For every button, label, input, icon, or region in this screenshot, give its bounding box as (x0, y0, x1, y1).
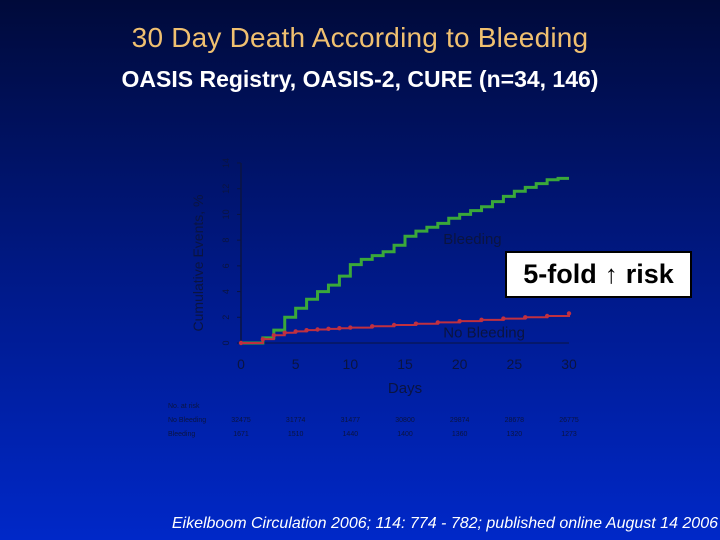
no-bleeding-point (315, 327, 320, 332)
at-risk-bleeding-value: 1273 (561, 431, 577, 438)
at-risk-no-bleeding-value: 31774 (286, 417, 306, 424)
no-bleeding-point (435, 320, 440, 325)
no-bleeding-point (544, 313, 550, 319)
at-risk-bleeding-value: 1400 (397, 431, 413, 438)
y-tick-label: 10 (221, 209, 231, 219)
at-risk-no-bleeding-value: 28678 (505, 417, 525, 424)
no-bleeding-point (391, 322, 397, 328)
callout-text-after: risk (625, 259, 674, 289)
at-risk-bleeding-value: 1510 (288, 431, 304, 438)
x-tick-label: 30 (561, 356, 577, 372)
no-bleeding-point (304, 327, 309, 333)
x-tick-label: 20 (452, 356, 468, 372)
y-tick-label: 4 (221, 289, 231, 294)
citation: Eikelboom Circulation 2006; 114: 774 - 7… (171, 515, 718, 532)
at-risk-table: No. at risk No Bleeding Bleeding 32475 1671 3… (168, 403, 579, 438)
at-risk-no-bleeding-value: 31477 (341, 417, 361, 424)
up-arrow-icon: ↑ (604, 259, 618, 289)
at-risk-bleeding-value: 1320 (507, 431, 523, 438)
no-bleeding-point (501, 316, 506, 321)
at-risk-bleeding-value: 1360 (452, 431, 468, 438)
at-risk-header-label: No. at risk (168, 403, 200, 410)
y-tick-label: 6 (221, 263, 231, 268)
at-risk-header-label: No Bleeding (168, 417, 206, 424)
no-bleeding-point (260, 336, 266, 342)
no-bleeding-point (566, 311, 572, 316)
y-tick-label: 12 (221, 184, 231, 194)
y-tick-label: 0 (221, 340, 231, 345)
y-tick-label: 2 (221, 315, 231, 320)
series-label-no-bleeding: No Bleeding (443, 325, 525, 342)
chart-ticks: 0 2 4 6 8 10 12 14 0 5 10 15 20 25 30 (221, 158, 577, 372)
no-bleeding-point (370, 324, 375, 329)
five-fold-risk-callout: 5-fold ↑ risk (505, 251, 692, 298)
callout-text-before: 5-fold (523, 259, 597, 289)
no-bleeding-point (326, 326, 331, 332)
series-line-bleeding (241, 176, 569, 345)
chart-series (238, 176, 572, 346)
no-bleeding-point (238, 340, 244, 346)
no-bleeding-point (413, 321, 419, 326)
no-bleeding-point (348, 325, 353, 330)
x-tick-label: 5 (292, 356, 300, 372)
at-risk-no-bleeding-value: 26775 (559, 417, 579, 424)
no-bleeding-point (523, 315, 528, 320)
no-bleeding-point (337, 326, 342, 331)
x-axis-title: Days (388, 380, 422, 397)
x-tick-label: 10 (343, 356, 359, 372)
slide-title: 30 Day Death According to Bleeding (131, 22, 589, 53)
x-tick-label: 0 (237, 356, 245, 372)
at-risk-no-bleeding-value: 29874 (450, 417, 470, 424)
series-label-bleeding: Bleeding (443, 231, 501, 248)
y-tick-label: 8 (221, 238, 231, 243)
no-bleeding-point (271, 333, 276, 338)
at-risk-no-bleeding-value: 32475 (231, 417, 251, 424)
no-bleeding-point (282, 330, 287, 335)
y-axis-title: Cumulative Events, % (190, 195, 206, 332)
at-risk-header-label: Bleeding (168, 431, 195, 438)
at-risk-bleeding-value: 1671 (233, 431, 249, 438)
slide-subtitle: OASIS Registry, OASIS-2, CURE (n=34, 146… (121, 66, 599, 92)
at-risk-bleeding-value: 1440 (343, 431, 359, 438)
x-tick-label: 25 (507, 356, 523, 372)
no-bleeding-point (457, 318, 462, 324)
x-tick-label: 15 (397, 356, 413, 372)
y-tick-label: 14 (221, 158, 231, 168)
at-risk-no-bleeding-value: 30800 (395, 417, 415, 424)
chart-axes (240, 163, 569, 344)
no-bleeding-point (293, 329, 298, 334)
chart-labels: Cumulative Events, % Days Bleeding No Bleed… (190, 195, 525, 397)
no-bleeding-point (479, 317, 484, 323)
